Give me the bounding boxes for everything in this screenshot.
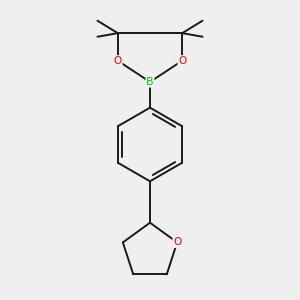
Text: O: O (173, 237, 181, 248)
Text: O: O (178, 56, 186, 66)
Text: B: B (146, 77, 154, 87)
Text: O: O (114, 56, 122, 66)
